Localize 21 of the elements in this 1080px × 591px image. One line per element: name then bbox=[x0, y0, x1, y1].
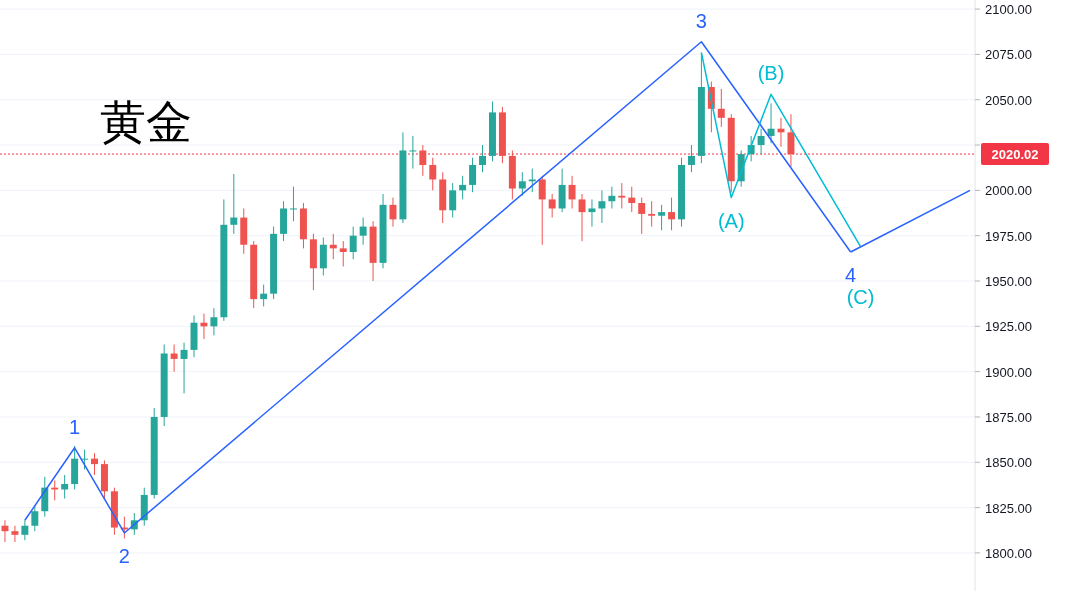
ref-line-label: 2020.02 bbox=[991, 147, 1039, 163]
y-tick-label: 1850.00 bbox=[985, 455, 1032, 471]
y-tick-label: 1800.00 bbox=[985, 545, 1032, 561]
y-tick-label: 1950.00 bbox=[985, 274, 1032, 289]
annotation: 3 bbox=[695, 9, 707, 32]
annotation: 4 bbox=[845, 263, 857, 286]
annotation: (B) bbox=[757, 62, 785, 85]
y-tick-label: 2075.00 bbox=[985, 47, 1032, 63]
y-tick-label: 1900.00 bbox=[985, 364, 1032, 380]
y-tick-label: 1925.00 bbox=[985, 319, 1032, 335]
y-tick-label: 2100.00 bbox=[985, 2, 1032, 18]
y-tick-label: 1975.00 bbox=[985, 228, 1032, 244]
annotation: (C) bbox=[846, 285, 875, 308]
text: 黄金 bbox=[100, 96, 192, 148]
y-tick-label: 2050.00 bbox=[985, 92, 1032, 108]
y-tick-label: 1825.00 bbox=[985, 500, 1032, 516]
annotation: (A) bbox=[717, 209, 745, 232]
annotation: 1 bbox=[69, 415, 81, 438]
y-tick-label: 1875.00 bbox=[985, 409, 1032, 425]
y-tick-label: 2000.00 bbox=[985, 183, 1032, 199]
annotation: 2 bbox=[118, 544, 130, 567]
